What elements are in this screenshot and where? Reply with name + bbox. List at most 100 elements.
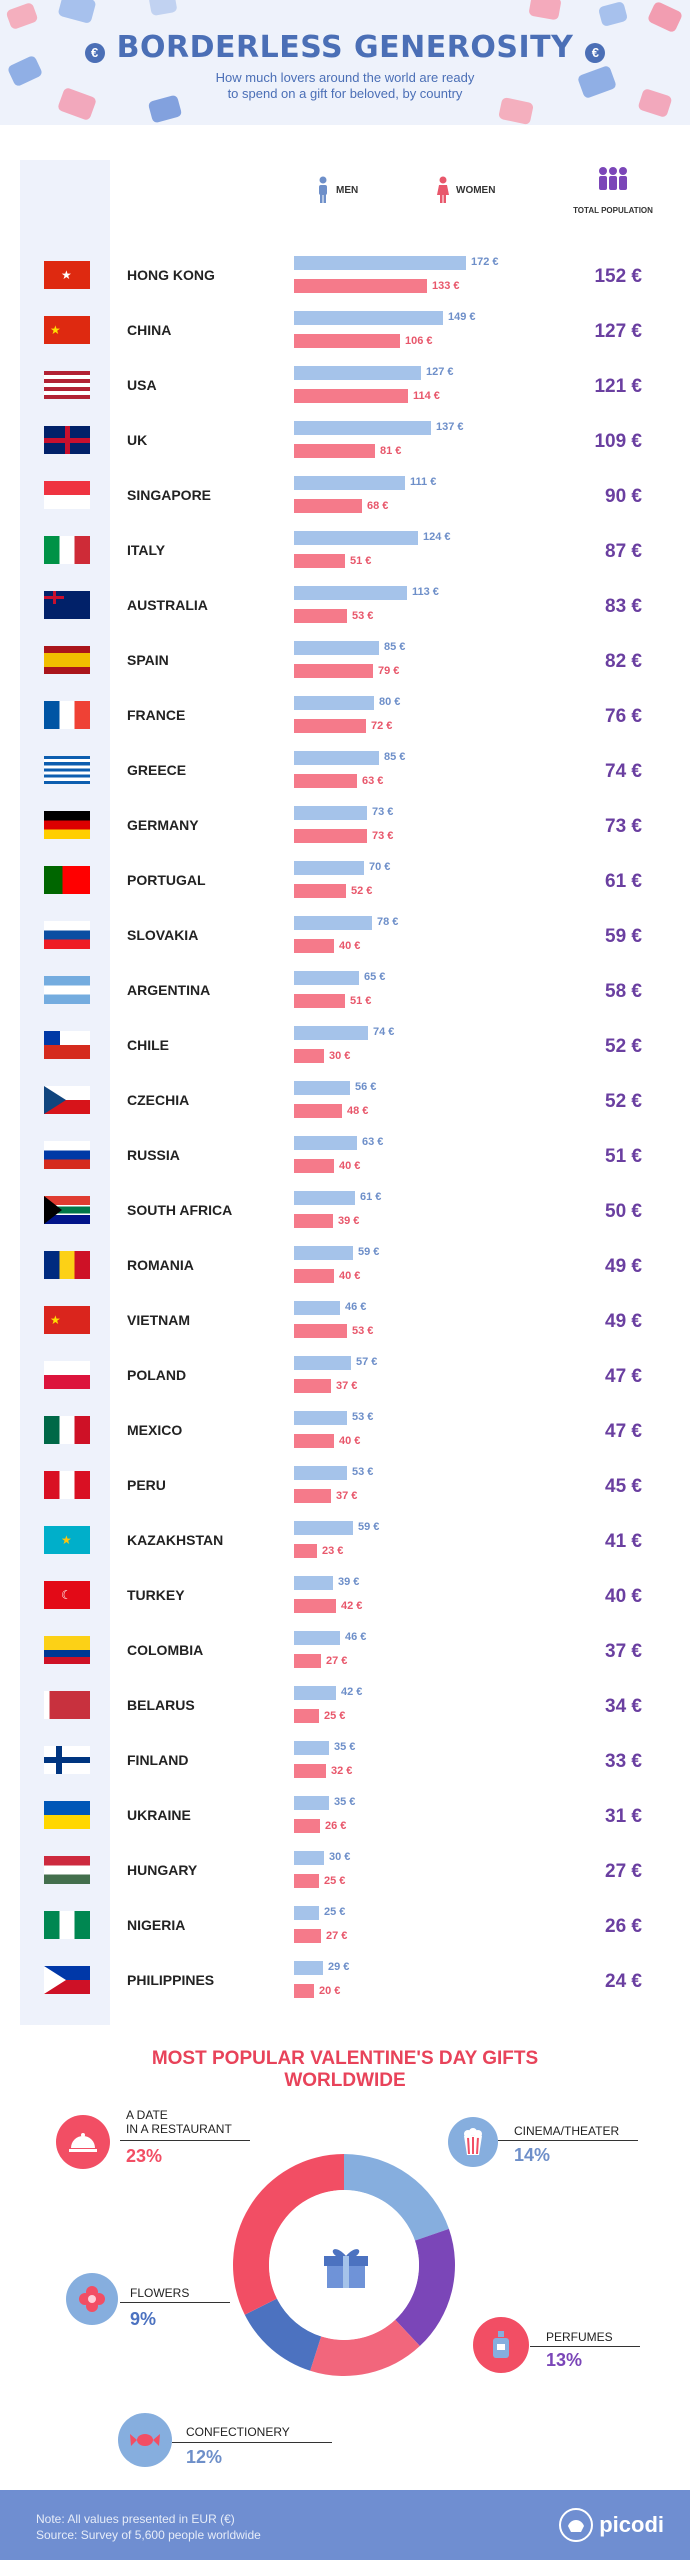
bar-women [294,1874,319,1888]
total-value: 121 € [594,376,642,397]
country-row: PERU 53 € 37 € 45 € [0,1460,690,1515]
total-value: 76 € [605,706,642,727]
flag-icon: ★ [44,1306,90,1334]
bar-women [294,884,346,898]
leader-line [530,2346,640,2347]
gifts-title-line: WORLDWIDE [284,2070,406,2091]
flower-icon [66,2273,118,2325]
perfume-icon [473,2317,529,2373]
country-label: FRANCE [127,707,186,723]
country-label: POLAND [127,1367,187,1383]
bar-men [294,971,359,985]
country-label: CZECHIA [127,1092,190,1108]
total-value: 90 € [605,486,642,507]
bar-women [294,1709,319,1723]
flag-icon: ★ [44,261,90,289]
country-row: ★ CHINA 149 € 106 € 127 € [0,305,690,360]
footer-source: Source: Survey of 5,600 people worldwide [36,2528,261,2542]
bar-women-value: 52 € [351,885,373,897]
card-decoration [5,1,39,31]
bar-women-value: 40 € [339,1160,361,1172]
country-row: HUNGARY 30 € 25 € 27 € [0,1845,690,1900]
donut-slice [344,2154,449,2241]
legend-women-label: WOMEN [456,184,496,196]
bar-women [294,1324,347,1338]
bar-women-value: 79 € [378,665,400,677]
bar-women-value: 63 € [362,775,384,787]
bar-men [294,1631,340,1645]
bar-men [294,421,431,435]
bar-women [294,1544,317,1558]
country-label: PHILIPPINES [127,1972,215,1988]
country-label: VIETNAM [127,1312,190,1328]
bar-men [294,641,379,655]
bar-men [294,1026,368,1040]
legend-women: WOMEN [436,176,495,204]
total-value: 26 € [605,1916,642,1937]
bar-women-value: 114 € [413,390,440,402]
bar-women [294,1654,321,1668]
bar-women [294,444,375,458]
candy-icon [118,2413,172,2467]
country-row: ★ HONG KONG 172 € 133 € 152 € [0,250,690,305]
bar-men-value: 124 € [423,531,451,543]
bar-women [294,1929,321,1943]
gifts-title: MOST POPULAR VALENTINE'S DAY GIFTS WORLD… [0,2048,690,2092]
bar-women-value: 72 € [371,720,393,732]
country-label: ROMANIA [127,1257,194,1273]
legend-total-label: TOTAL POPULATION [573,206,653,215]
bar-women-value: 27 € [326,1655,348,1667]
bar-men [294,586,407,600]
donut-slice [310,2319,420,2376]
footer-note: Note: All values presented in EUR (€) [36,2512,235,2526]
country-label: GREECE [127,762,187,778]
donut-slice [244,2298,322,2371]
total-value: 49 € [605,1311,642,1332]
bar-women [294,1599,336,1613]
country-row: SLOVAKIA 78 € 40 € 59 € [0,910,690,965]
total-value: 87 € [605,541,642,562]
card-decoration [528,0,562,21]
total-value: 33 € [605,1751,642,1772]
bar-women-value: 25 € [324,1710,346,1722]
leader-line [172,2442,332,2443]
bar-men-value: 78 € [377,916,399,928]
country-row: MEXICO 53 € 40 € 47 € [0,1405,690,1460]
country-row: SOUTH AFRICA 61 €39 € 50 € [0,1185,690,1240]
bar-men-value: 35 € [334,1796,356,1808]
bar-women-value: 40 € [339,1270,361,1282]
bar-women-value: 133 € [432,280,460,292]
flag-icon [44,536,90,564]
total-value: 50 € [605,1201,642,1222]
country-row: PHILIPPINES 29 € 20 € 24 € [0,1955,690,2010]
country-label: CHINA [127,322,172,338]
total-value: 61 € [605,871,642,892]
gift-label-cinema: CINEMA/THEATER [514,2124,620,2138]
bar-men-value: 29 € [328,1961,350,1973]
total-value: 74 € [605,761,642,782]
flag-icon [44,591,90,619]
bar-men-value: 65 € [364,971,386,983]
legend-men: MEN [316,176,358,204]
card-decoration [646,0,684,34]
total-value: 59 € [605,926,642,947]
bar-men [294,1191,355,1205]
gifts-title-line: MOST POPULAR VALENTINE'S DAY GIFTS [151,2048,539,2069]
brand-name: picodi [599,2512,664,2537]
bar-women [294,1049,324,1063]
bar-men-value: 46 € [345,1631,367,1643]
bar-men-value: 42 € [341,1686,363,1698]
total-value: 47 € [605,1366,642,1387]
gift-label-restaurant: A DATE IN A RESTAURANT [126,2108,232,2136]
country-row: GREECE 85 €63 € 74 € [0,745,690,800]
bar-women-value: 53 € [352,1325,374,1337]
country-row: ★ KAZAKHSTAN 59 € 23 € 41 € [0,1515,690,1570]
bar-men [294,476,405,490]
country-row: USA 127 € 114 € 121 € [0,360,690,415]
leader-line [120,2140,250,2141]
flag-icon: ★ [44,1526,90,1554]
people-icon [596,166,630,199]
flag-icon [44,1196,90,1224]
gift-label-flowers: FLOWERS [130,2286,190,2300]
bar-men-value: 80 € [379,696,401,708]
